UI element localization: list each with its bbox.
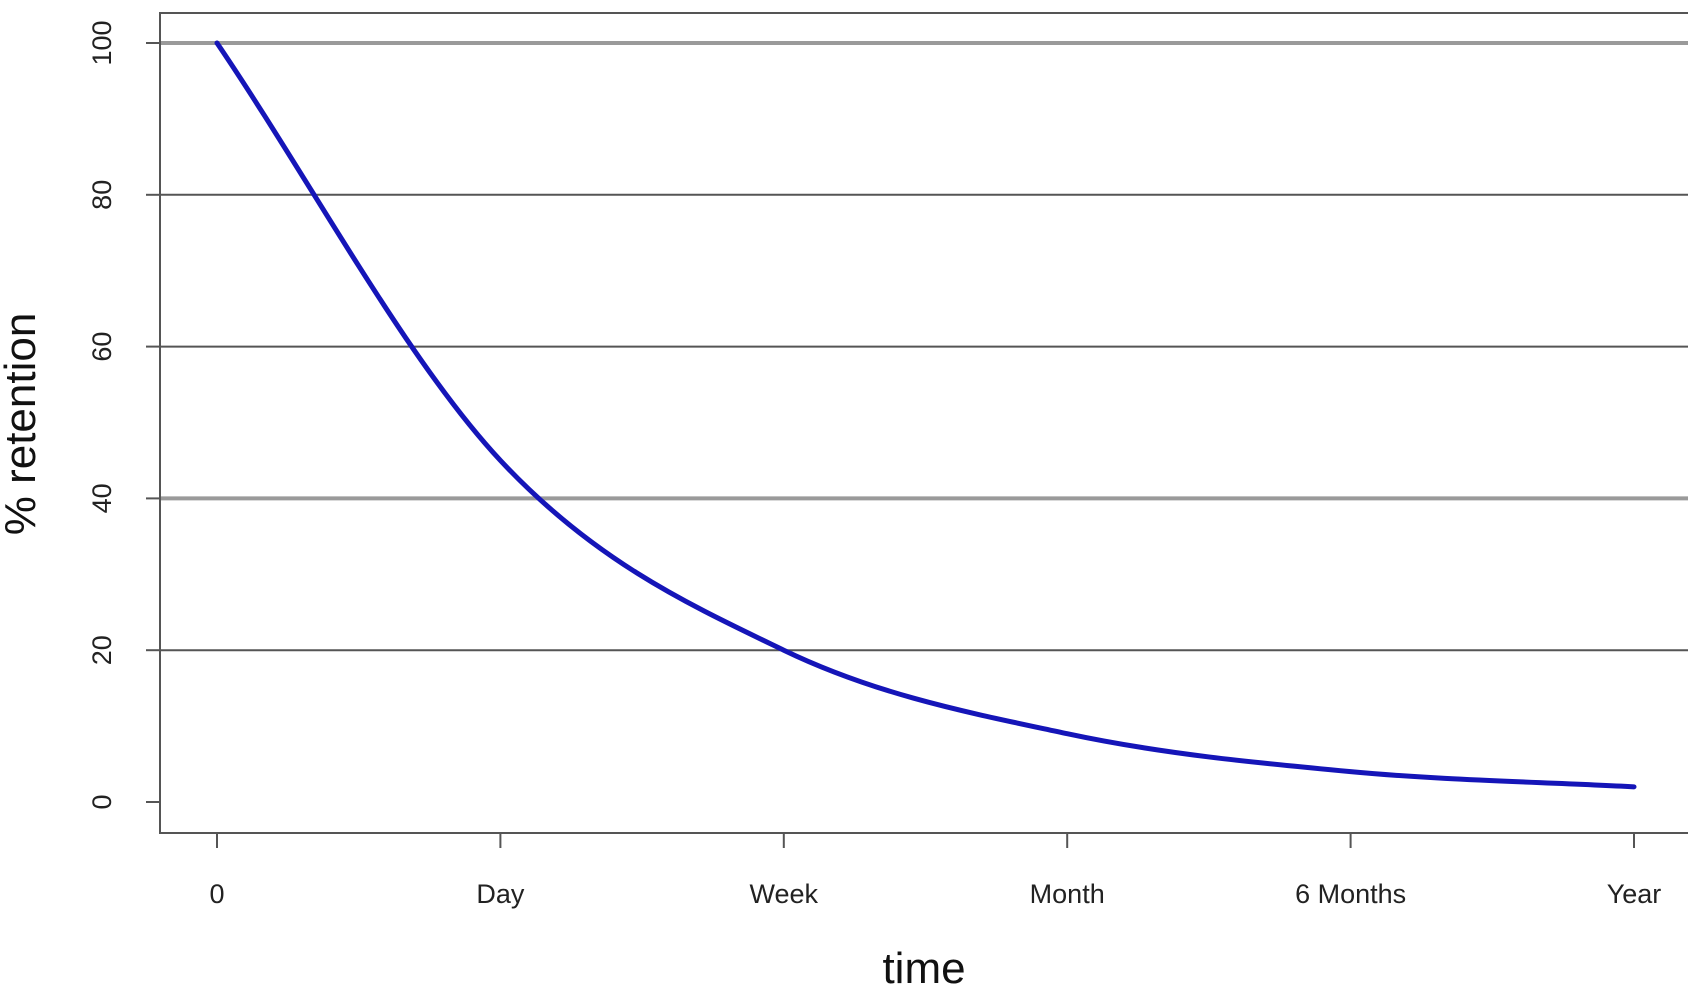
y-axis-title: % retention [0,313,45,536]
x-axis-title: time [882,944,965,990]
x-tick-label-3: Month [1030,879,1105,909]
y-tick-label-40: 40 [87,483,117,513]
y-tick-label-60: 60 [87,332,117,362]
series-lines [214,40,1637,790]
x-tick-label-4: 6 Months [1295,879,1406,909]
y-axis-ticks: 0 20 40 60 80 100 [87,20,160,810]
axes [159,12,1688,834]
x-axis-ticks: 0 Day Week Month 6 Months Year [209,833,1661,909]
y-tick-label-100: 100 [87,20,117,65]
y-tick-label-0: 0 [87,794,117,809]
y-tick-label-20: 20 [87,635,117,665]
x-tick-label-5: Year [1607,879,1662,909]
x-tick-label-1: Day [476,879,525,909]
y-tick-label-80: 80 [87,180,117,210]
x-tick-label-2: Week [750,879,819,909]
x-tick-label-0: 0 [209,879,224,909]
plot-frame [159,12,1688,834]
series-line-0 [214,40,1637,790]
gridlines [160,41,1688,652]
